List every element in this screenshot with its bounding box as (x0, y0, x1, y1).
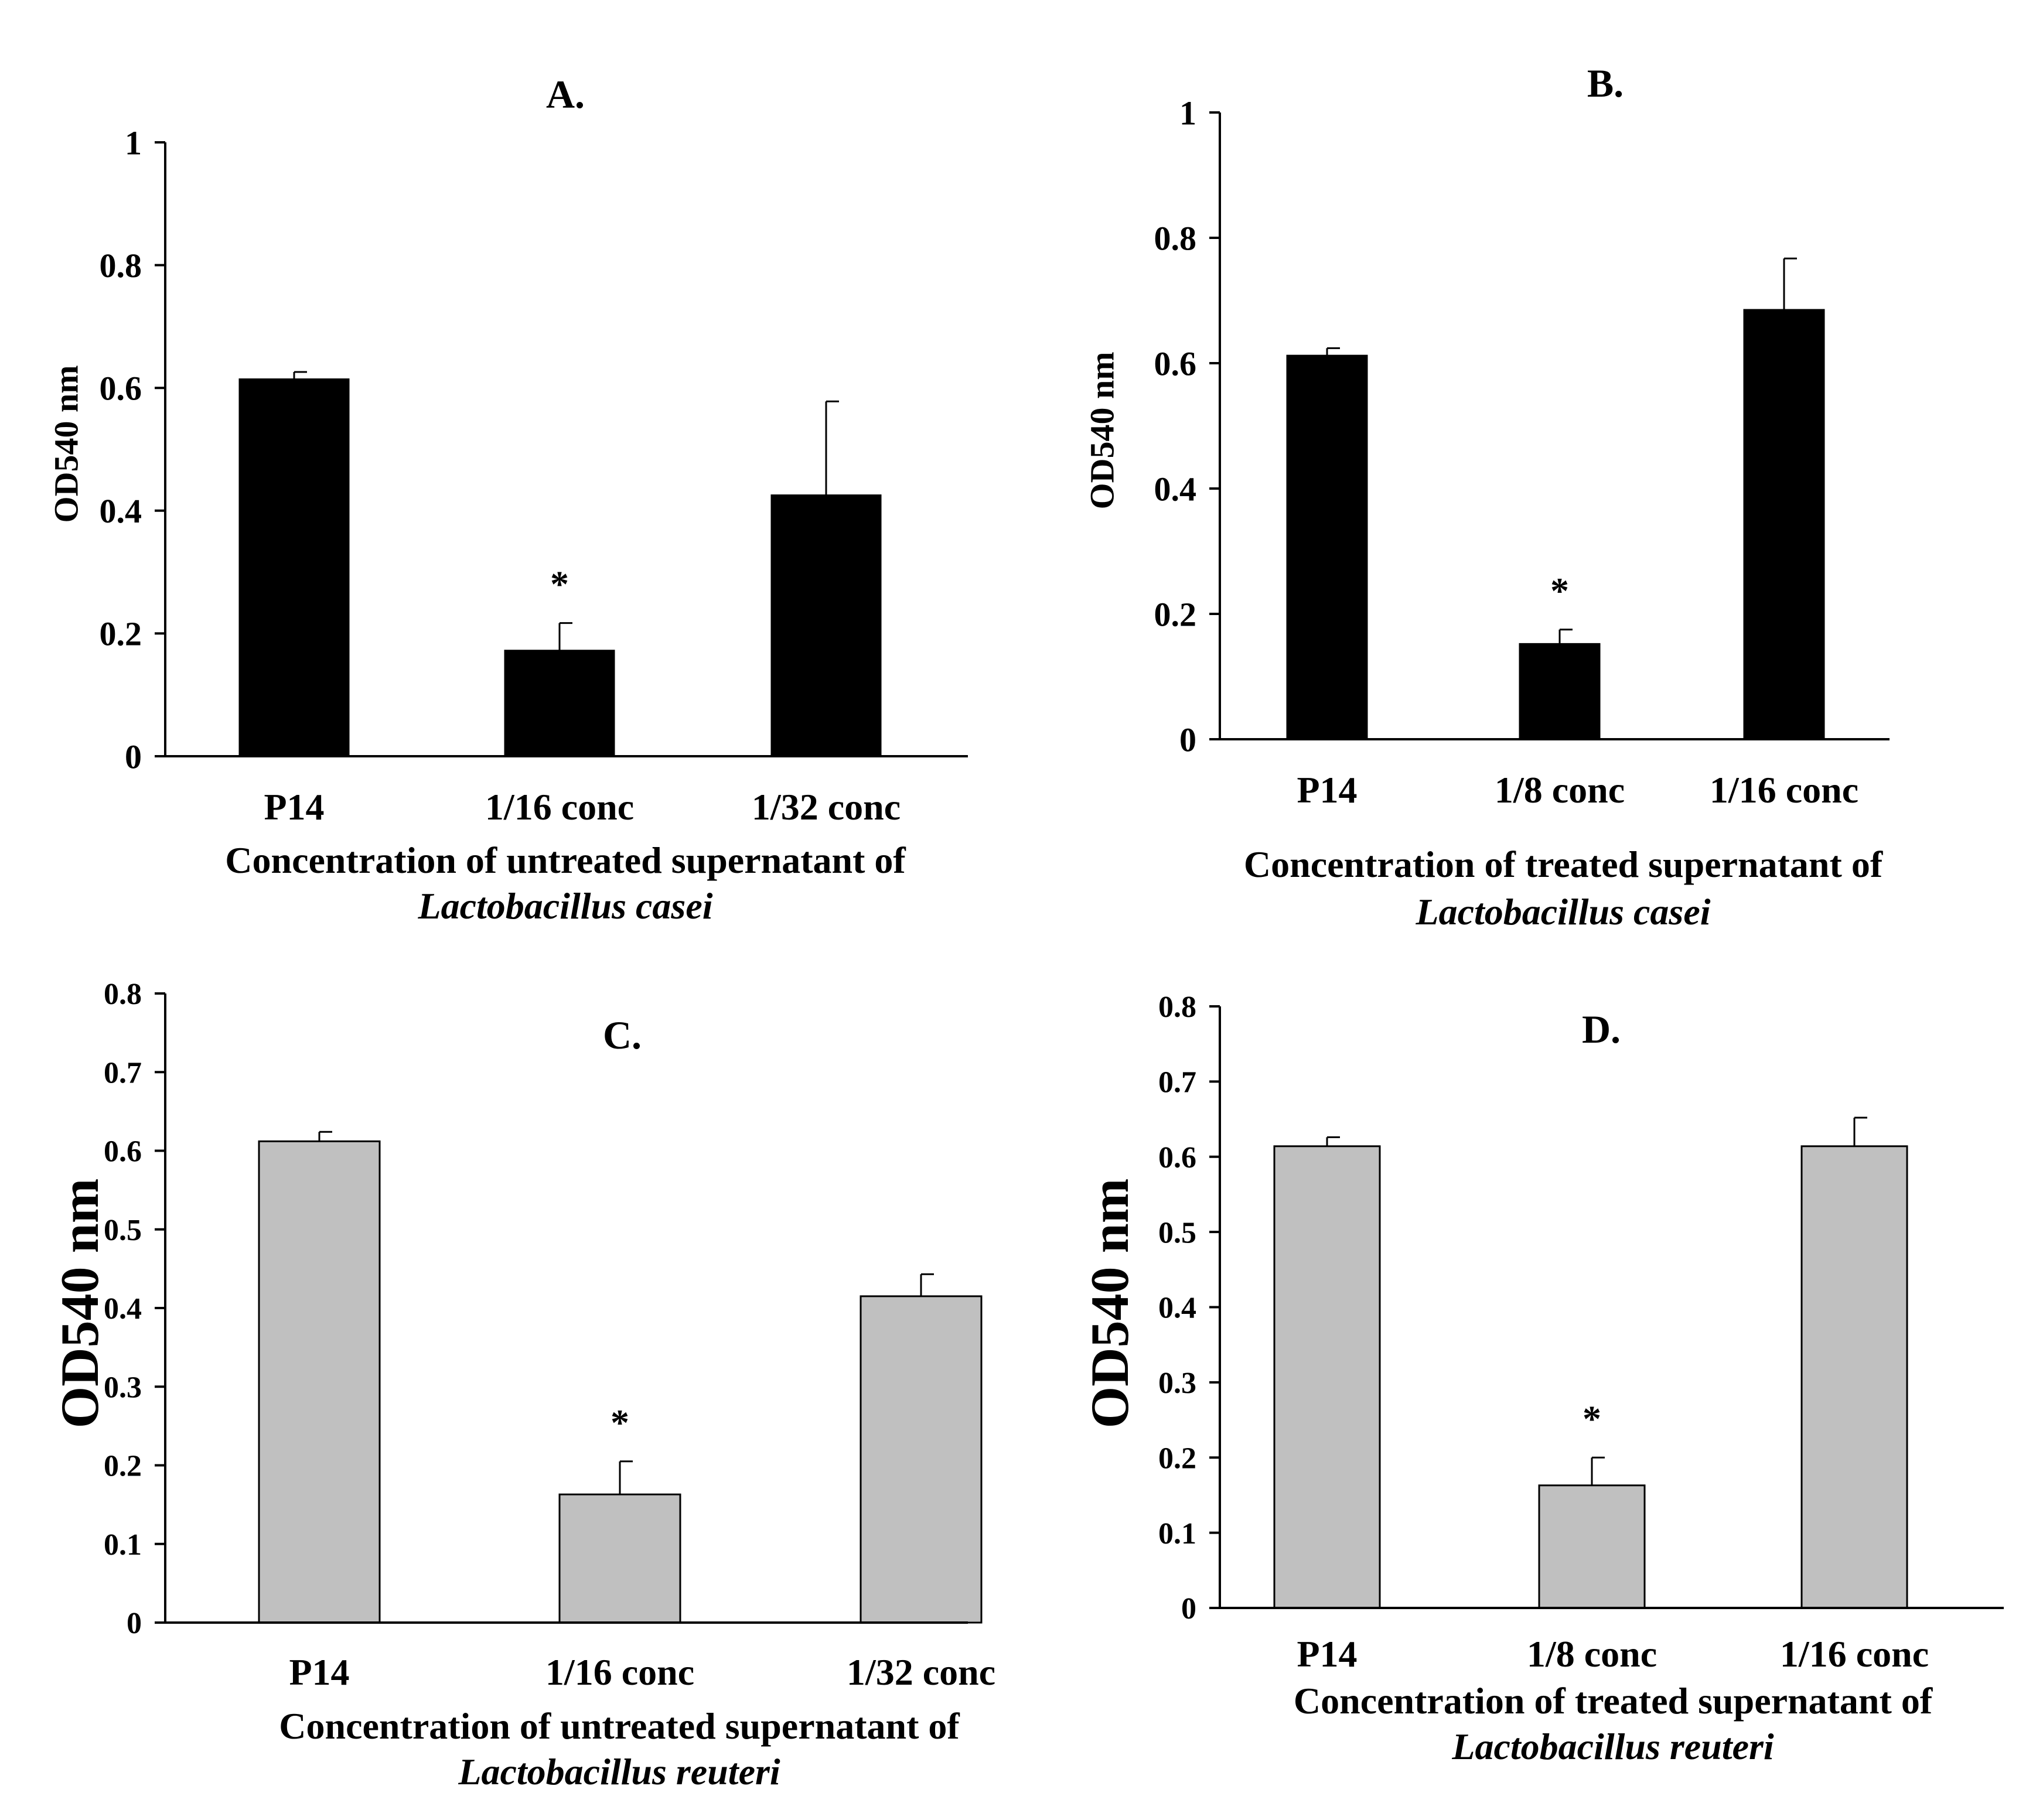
x-tick-label: 1/8 conc (1527, 1633, 1657, 1675)
y-tick-label: 0.2 (1154, 595, 1197, 633)
bar-1-32-conc (860, 1295, 983, 1624)
y-tick-label: 0.4 (1158, 1292, 1196, 1325)
bar-1-8-conc (1538, 1484, 1646, 1609)
x-tick-label: P14 (1297, 1633, 1357, 1675)
y-tick-label: 0.8 (1158, 991, 1196, 1024)
y-tick-label: 1 (125, 124, 142, 162)
x-tick-label: P14 (1297, 769, 1357, 811)
x-axis-label: Concentration of treated supernatant of (1294, 1680, 1933, 1722)
x-axis-species-label: Lactobacillus reuteri (458, 1751, 780, 1792)
bar-1-16-conc (1800, 1145, 1908, 1609)
y-tick-label: 0.5 (104, 1214, 142, 1247)
y-tick-label: 0.4 (1154, 470, 1197, 508)
x-tick-label: 1/16 conc (485, 786, 634, 828)
x-axis-label: Concentration of untreated supernatant o… (225, 839, 906, 881)
y-tick-label: 0.6 (1158, 1141, 1196, 1174)
bar-1-8-conc (1519, 643, 1601, 740)
x-tick-label: 1/8 conc (1495, 769, 1625, 811)
bar-p14 (1273, 1145, 1381, 1609)
y-tick-label: 0 (1181, 1592, 1196, 1626)
y-tick-label: 0.8 (1154, 219, 1197, 257)
panel-title: C. (603, 1013, 642, 1057)
y-tick-label: 0.1 (104, 1528, 142, 1562)
y-tick-label: 0.5 (1158, 1216, 1196, 1249)
y-tick-label: 0.8 (100, 247, 142, 285)
chart-panel-a: A. P14 * 1/16 conc 1/32 conc 0 0.2 0.4 0.6 0.8 1 OD… (47, 72, 968, 927)
x-tick-label: 1/32 conc (847, 1651, 995, 1693)
bar-1-16-conc (1743, 309, 1825, 740)
bar-1-16-conc (558, 1493, 681, 1624)
y-tick-label: 0.6 (100, 370, 142, 408)
y-axis-label: OD540 nm (50, 1179, 110, 1429)
x-tick-label: 1/32 conc (752, 786, 901, 828)
x-tick-label: 1/16 conc (545, 1651, 694, 1693)
y-axis-label: OD540 nm (47, 365, 85, 523)
y-axis-label: OD540 nm (1080, 1179, 1140, 1429)
x-axis-species-label: Lactobacillus casei (1415, 891, 1710, 933)
bar-p14 (1286, 354, 1368, 740)
x-tick-label: P14 (264, 786, 324, 828)
y-tick-label: 0.4 (104, 1292, 142, 1326)
x-axis-species-label: Lactobacillus reuteri (1451, 1726, 1774, 1767)
chart-panel-d: D. P14 * 1/8 conc 1/16 conc 0 0.1 0.2 0.3 0.4 0.5 0… (1080, 991, 2004, 1767)
panel-title: A. (546, 72, 585, 117)
chart-panel-b: B. P14 * 1/8 conc 1/16 conc 0 0.2 0.4 0.6 0.8 1 OD5… (1083, 61, 1890, 933)
y-tick-label: 0.6 (104, 1135, 142, 1169)
significance-marker: * (1550, 570, 1569, 612)
x-tick-label: 1/16 conc (1710, 769, 1858, 811)
x-tick-label: 1/16 conc (1780, 1633, 1929, 1675)
y-tick-label: 0 (1179, 721, 1196, 759)
y-tick-label: 0 (125, 737, 142, 776)
panel-title: D. (1582, 1007, 1621, 1051)
y-tick-label: 0.6 (1154, 344, 1197, 383)
significance-marker: * (1583, 1398, 1601, 1439)
x-axis-species-label: Lactobacillus casei (417, 885, 712, 927)
significance-marker: * (550, 564, 569, 605)
y-tick-label: 0.3 (1158, 1367, 1196, 1400)
bar-p14 (238, 378, 350, 757)
panel-title: B. (1587, 61, 1624, 105)
bar-1-32-conc (770, 494, 882, 757)
x-axis-label: Concentration of treated supernatant of (1244, 844, 1883, 885)
y-axis-label: OD540 nm (1083, 351, 1121, 509)
chart-panel-c: C. P14 * 1/16 conc 1/32 conc 0 0.1 0.2 0.3 0.4 0.5… (50, 978, 995, 1792)
x-tick-label: P14 (289, 1651, 349, 1693)
y-tick-label: 0.7 (104, 1056, 142, 1090)
y-tick-label: 0.2 (100, 615, 142, 653)
y-tick-label: 0.8 (104, 978, 142, 1011)
y-tick-label: 0.1 (1158, 1517, 1196, 1551)
bar-1-16-conc (504, 650, 615, 757)
y-tick-label: 1 (1179, 94, 1196, 132)
significance-marker: * (611, 1402, 629, 1443)
y-tick-label: 0.4 (100, 492, 142, 530)
y-tick-label: 0 (127, 1607, 142, 1640)
y-tick-label: 0.3 (104, 1371, 142, 1404)
y-tick-label: 0.2 (1158, 1442, 1196, 1475)
bar-p14 (258, 1140, 381, 1624)
x-axis-label: Concentration of untreated supernatant o… (279, 1705, 960, 1747)
y-tick-label: 0.7 (1158, 1066, 1196, 1099)
y-tick-label: 0.2 (104, 1450, 142, 1483)
